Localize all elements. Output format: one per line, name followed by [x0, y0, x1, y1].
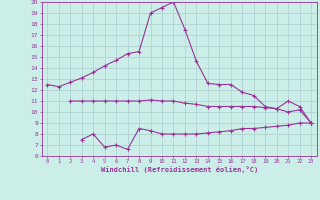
X-axis label: Windchill (Refroidissement éolien,°C): Windchill (Refroidissement éolien,°C) [100, 166, 258, 173]
